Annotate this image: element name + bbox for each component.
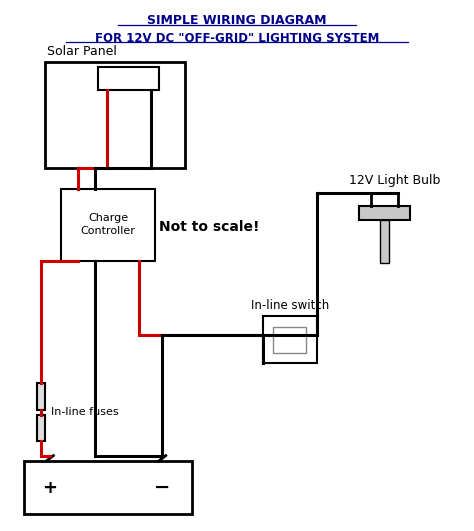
Bar [263, 315, 317, 363]
Bar [98, 67, 159, 90]
Text: Not to scale!: Not to scale! [159, 220, 259, 234]
Text: FOR 12V DC "OFF-GRID" LIGHTING SYSTEM: FOR 12V DC "OFF-GRID" LIGHTING SYSTEM [95, 32, 379, 45]
Bar [37, 383, 46, 410]
Bar [380, 220, 389, 263]
Bar [37, 415, 46, 441]
Bar [61, 189, 155, 261]
Text: −: − [154, 478, 170, 497]
Text: In-line fuses: In-line fuses [52, 407, 119, 417]
Bar [24, 461, 192, 514]
Text: Charge
Controller: Charge Controller [81, 213, 136, 236]
Text: 12V Light Bulb: 12V Light Bulb [349, 174, 441, 187]
Bar [359, 206, 410, 220]
Text: SIMPLE WIRING DIAGRAM: SIMPLE WIRING DIAGRAM [147, 14, 327, 28]
Text: In-line switch: In-line switch [251, 299, 329, 312]
Bar [45, 63, 185, 168]
Text: +: + [42, 478, 57, 496]
Text: Solar Panel: Solar Panel [47, 45, 117, 58]
Bar [273, 327, 306, 353]
